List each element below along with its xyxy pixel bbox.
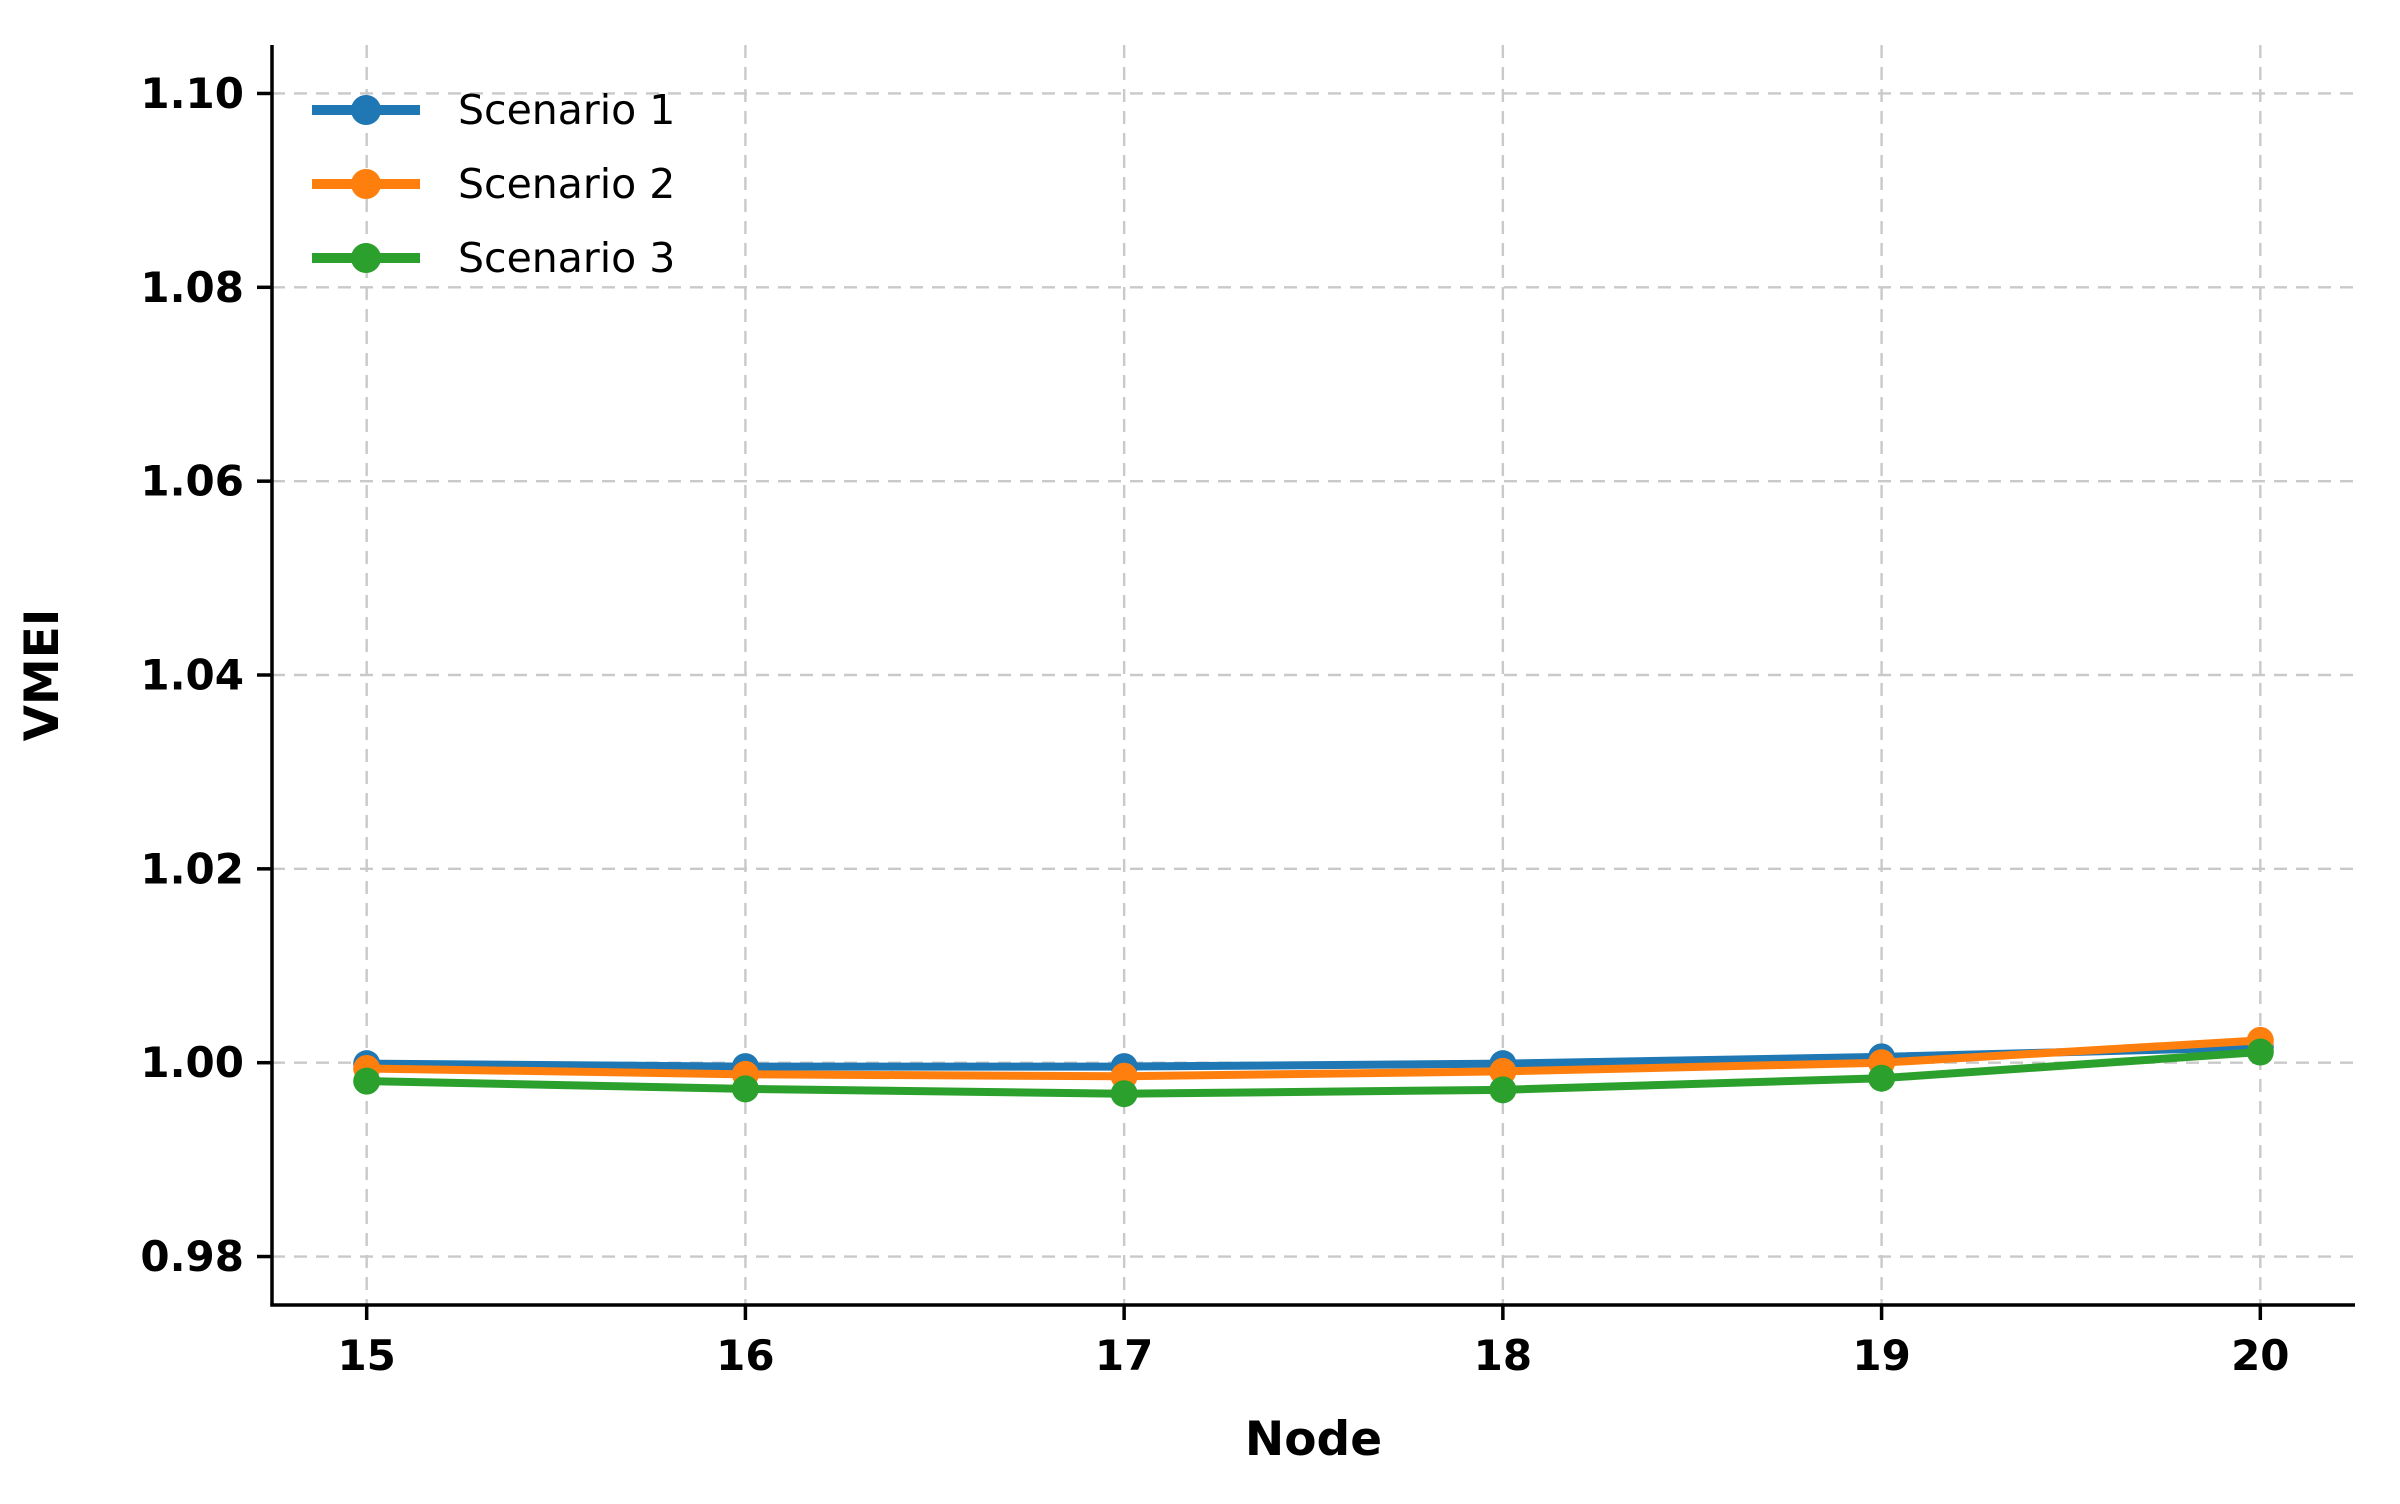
y-tick-label: 1.10: [140, 69, 244, 118]
data-point-scenario-3-node-16: [731, 1075, 759, 1103]
x-tick-label: 15: [337, 1331, 395, 1380]
y-tick-label: 1.08: [140, 263, 244, 312]
data-point-scenario-3-node-17: [1110, 1080, 1138, 1108]
x-axis-title: Node: [1245, 1412, 1382, 1467]
y-axis-title: VMEI: [15, 609, 70, 742]
data-point-scenario-3-node-15: [353, 1067, 381, 1095]
data-point-scenario-3-node-20: [2246, 1038, 2274, 1066]
legend-entry-label-3: Scenario 3: [458, 234, 675, 282]
x-tick-label: 17: [1095, 1331, 1153, 1380]
y-tick-label: 1.06: [140, 457, 244, 506]
legend-entry-label-1: Scenario 1: [458, 86, 675, 134]
x-tick-label: 16: [716, 1331, 774, 1380]
x-tick-label: 19: [1852, 1331, 1910, 1380]
series-line-scenario-2: [362, 1036, 2265, 1081]
data-point-scenario-3-node-19: [1868, 1064, 1896, 1092]
legend-entry-label-2: Scenario 2: [458, 160, 675, 208]
y-tick-label: 0.98: [140, 1232, 244, 1281]
y-tick-label: 1.00: [140, 1038, 244, 1087]
legend-marker-icon-3: [351, 243, 381, 273]
legend-marker-icon-2: [351, 169, 381, 199]
x-tick-label: 18: [1474, 1331, 1532, 1380]
data-point-scenario-3-node-18: [1489, 1076, 1517, 1104]
series-line-scenario-3: [362, 1048, 2265, 1098]
x-tick-label: 20: [2231, 1331, 2289, 1380]
legend-marker-icon-1: [351, 95, 381, 125]
y-tick-label: 1.02: [140, 844, 244, 893]
y-tick-label: 1.04: [140, 651, 244, 700]
